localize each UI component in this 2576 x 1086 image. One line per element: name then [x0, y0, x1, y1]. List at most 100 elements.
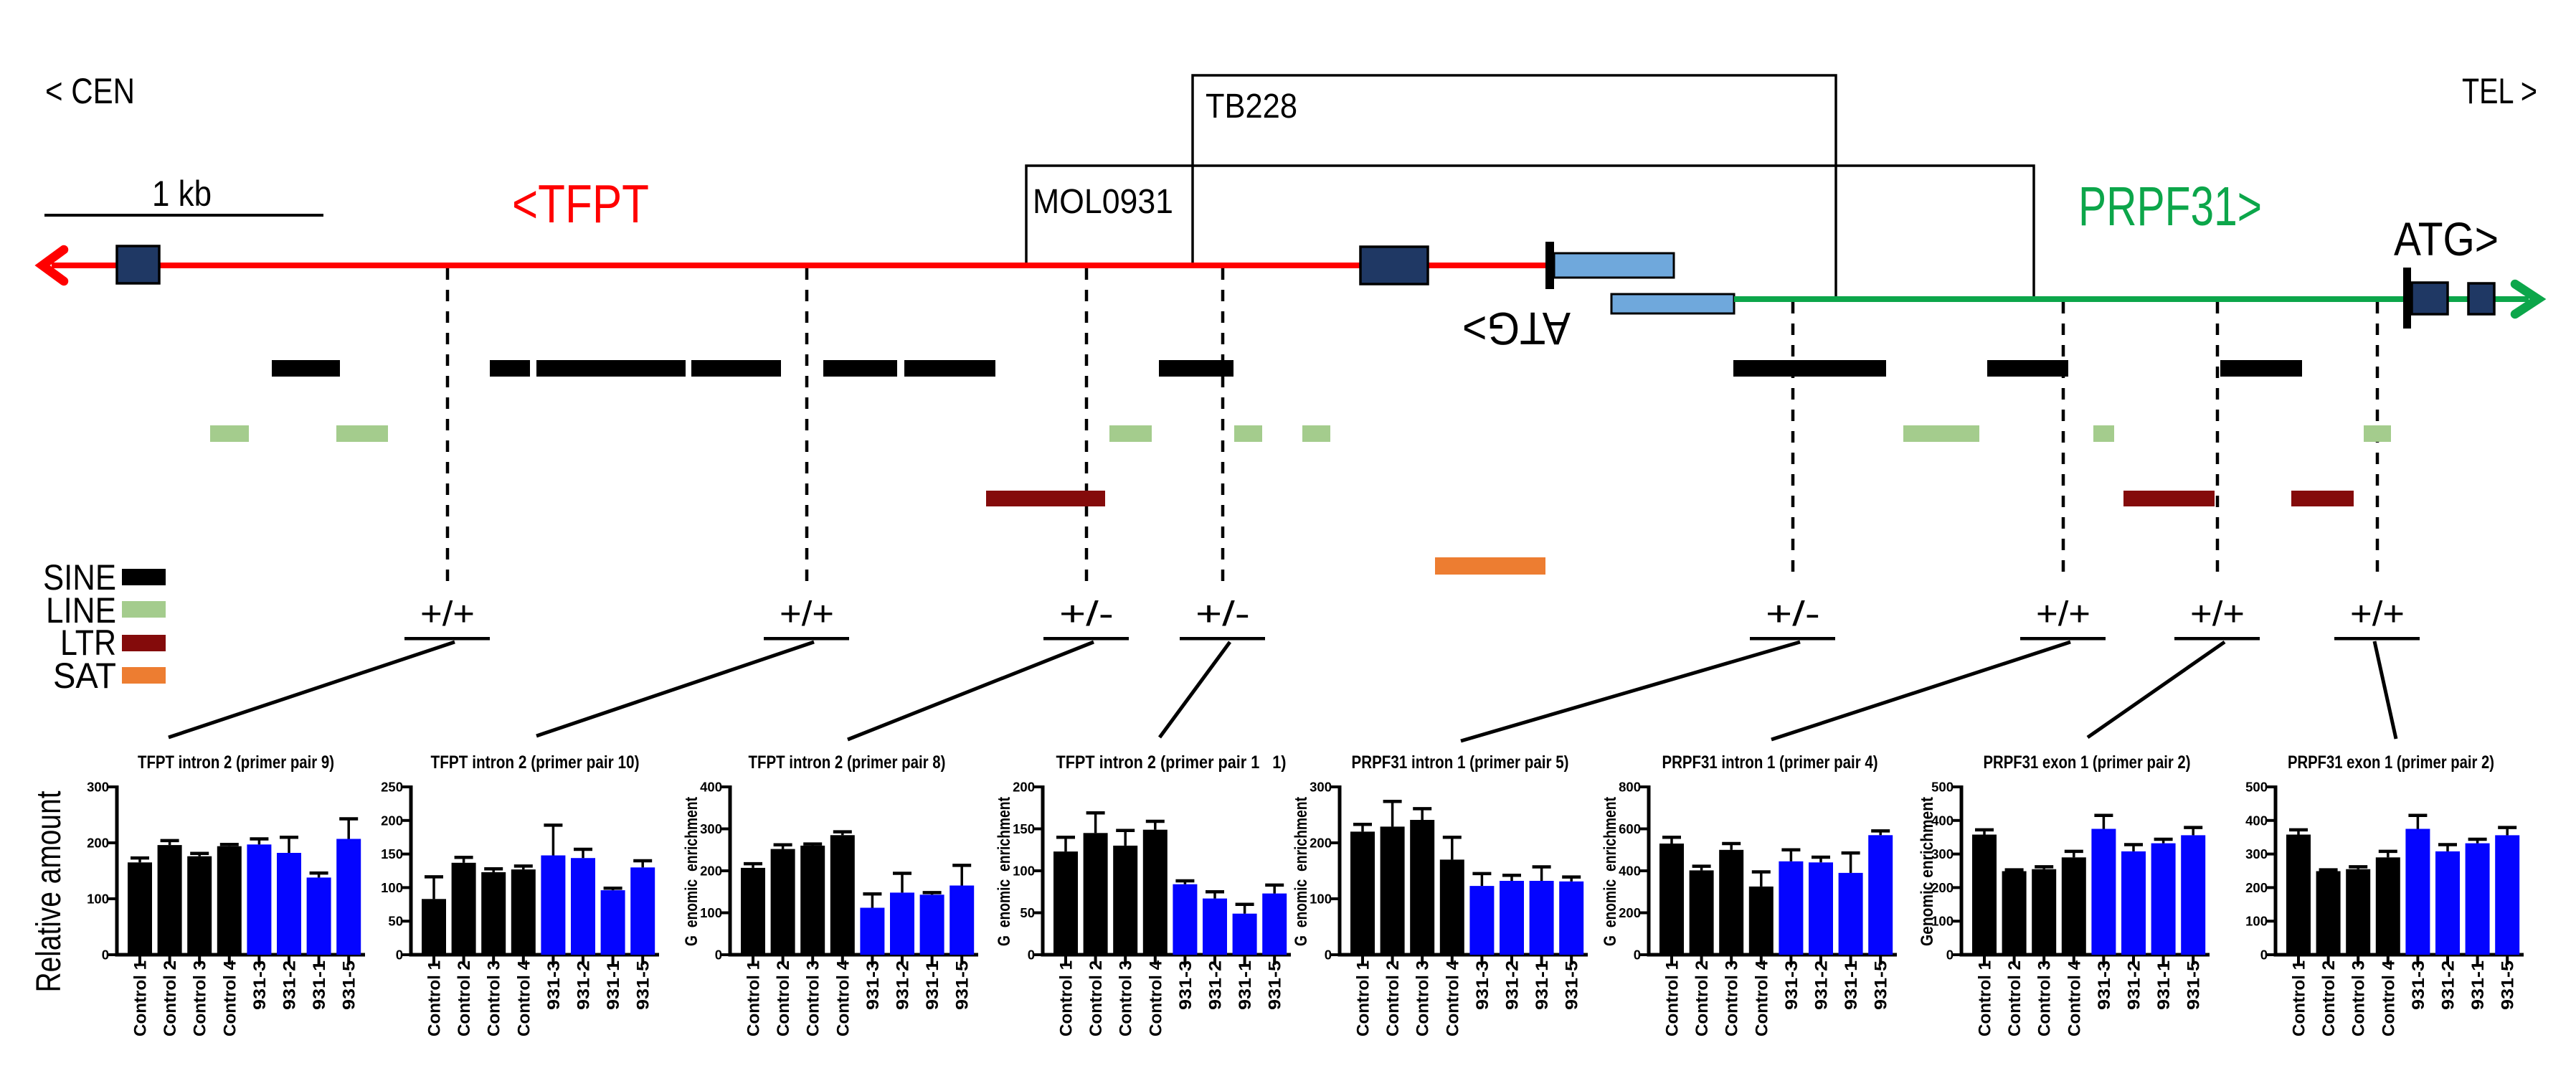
svg-text:0: 0	[715, 948, 722, 963]
svg-text:0: 0	[1325, 948, 1332, 963]
svg-text:0: 0	[396, 948, 403, 963]
svg-text:TFPT intron 2 (primer pair 10): TFPT intron 2 (primer pair 10)	[431, 752, 640, 773]
svg-text:Control 2: Control 2	[455, 960, 474, 1037]
svg-text:Control 3: Control 3	[1414, 960, 1433, 1037]
svg-text:+/+: +/+	[2190, 595, 2245, 633]
svg-text:931-2: 931-2	[1812, 960, 1832, 1010]
svg-text:200: 200	[1931, 880, 1954, 895]
svg-text:+/+: +/+	[420, 595, 475, 633]
svg-text:200: 200	[1619, 905, 1641, 920]
svg-text:Control 4: Control 4	[1443, 960, 1462, 1037]
svg-text:931-3: 931-3	[2095, 960, 2114, 1010]
svg-text:931-1: 931-1	[604, 960, 623, 1010]
svg-text:200: 200	[1310, 836, 1332, 851]
svg-text:Control 3: Control 3	[1117, 960, 1136, 1037]
svg-text:Control 3: Control 3	[2349, 960, 2369, 1037]
svg-text:+/-: +/-	[1195, 595, 1250, 633]
svg-text:Control 4: Control 4	[1752, 960, 1771, 1037]
svg-text:G enomic enrichment: G enomic enrichment	[1601, 797, 1620, 946]
svg-text:931-2: 931-2	[2125, 960, 2144, 1010]
svg-text:+/-: +/-	[1766, 595, 1820, 633]
svg-text:931-3: 931-3	[2409, 960, 2428, 1010]
svg-text:PRPF31 exon 1 (primer pair 2): PRPF31 exon 1 (primer pair 2)	[2288, 752, 2494, 773]
svg-text:1 kb: 1 kb	[152, 174, 212, 214]
svg-text:PRPF31 intron 1 (primer pair 4: PRPF31 intron 1 (primer pair 4)	[1662, 752, 1878, 773]
svg-text:500: 500	[1931, 780, 1954, 795]
svg-text:100: 100	[1013, 864, 1035, 879]
svg-text:931-1: 931-1	[1842, 960, 1861, 1010]
svg-text:0: 0	[2260, 948, 2268, 963]
svg-text:931-2: 931-2	[574, 960, 594, 1010]
svg-text:931-5: 931-5	[2499, 960, 2518, 1010]
svg-text:100: 100	[1310, 892, 1332, 907]
svg-text:ATG>: ATG>	[2394, 212, 2499, 265]
svg-text:931-2: 931-2	[1206, 960, 1226, 1010]
svg-text:100: 100	[381, 880, 403, 895]
svg-text:931-5: 931-5	[1563, 960, 1582, 1010]
svg-text:TEL >: TEL >	[2462, 71, 2537, 111]
svg-text:PRPF31 exon 1 (primer pair 2): PRPF31 exon 1 (primer pair 2)	[1984, 752, 2191, 773]
svg-text:< CEN: < CEN	[45, 71, 135, 111]
svg-text:0: 0	[102, 948, 109, 963]
svg-text:150: 150	[381, 846, 403, 861]
svg-text:931-1: 931-1	[2468, 960, 2488, 1010]
svg-text:TFPT intron 2 (primer pair 9): TFPT intron 2 (primer pair 9)	[138, 752, 334, 773]
svg-text:931-5: 931-5	[634, 960, 653, 1010]
svg-text:300: 300	[700, 821, 722, 836]
svg-text:300: 300	[1931, 846, 1954, 861]
svg-text:Relative amount: Relative amount	[30, 791, 68, 993]
svg-text:931-1: 931-1	[923, 960, 942, 1010]
svg-text:Control 1: Control 1	[2290, 960, 2309, 1037]
svg-text:931-5: 931-5	[953, 960, 972, 1010]
svg-text:Control 1: Control 1	[425, 960, 445, 1037]
svg-text:200: 200	[381, 813, 403, 828]
svg-text:931-3: 931-3	[250, 960, 270, 1010]
svg-text:G enomic enrichment: G enomic enrichment	[995, 797, 1014, 946]
svg-text:931-2: 931-2	[1503, 960, 1523, 1010]
svg-text:931-5: 931-5	[1872, 960, 1891, 1010]
svg-text:Genomic enrichment: Genomic enrichment	[1918, 797, 1937, 946]
svg-text:931-3: 931-3	[1176, 960, 1195, 1010]
svg-text:G enomic enrichment: G enomic enrichment	[1292, 797, 1311, 946]
svg-text:Control 2: Control 2	[1692, 960, 1712, 1037]
svg-text:0: 0	[1634, 948, 1641, 963]
svg-text:+/-: +/-	[1059, 595, 1114, 633]
svg-text:LINE: LINE	[46, 590, 116, 631]
svg-text:600: 600	[1619, 821, 1641, 836]
svg-text:Control 3: Control 3	[1723, 960, 1742, 1037]
svg-text:250: 250	[381, 780, 403, 795]
svg-text:Control 3: Control 3	[485, 960, 504, 1037]
svg-text:SAT: SAT	[53, 656, 116, 696]
svg-text:931-3: 931-3	[1473, 960, 1492, 1010]
svg-text:500: 500	[2245, 780, 2268, 795]
svg-text:100: 100	[1931, 914, 1954, 929]
svg-text:Control 1: Control 1	[131, 960, 151, 1037]
svg-text:<TFPT: <TFPT	[512, 174, 649, 234]
svg-text:931-3: 931-3	[863, 960, 883, 1010]
svg-text:100: 100	[700, 905, 722, 920]
svg-text:200: 200	[87, 836, 109, 851]
svg-text:931-1: 931-1	[1236, 960, 1255, 1010]
svg-text:50: 50	[388, 914, 403, 929]
svg-text:G enomic enrichment: G enomic enrichment	[682, 797, 701, 946]
svg-text:931-2: 931-2	[894, 960, 913, 1010]
svg-text:931-5: 931-5	[340, 960, 359, 1010]
svg-text:+/+: +/+	[2036, 595, 2090, 633]
svg-text:Control 4: Control 4	[2065, 960, 2084, 1037]
svg-text:ATG>: ATG>	[1462, 303, 1571, 354]
svg-text:200: 200	[700, 864, 722, 879]
svg-text:400: 400	[700, 780, 722, 795]
svg-text:931-1: 931-1	[310, 960, 329, 1010]
svg-text:400: 400	[1931, 813, 1954, 828]
svg-text:Control 4: Control 4	[833, 960, 853, 1037]
svg-text:PRPF31>: PRPF31>	[2078, 176, 2262, 237]
svg-text:TFPT intron 2 (primer pair 8): TFPT intron 2 (primer pair 8)	[749, 752, 946, 773]
svg-text:MOL0931: MOL0931	[1033, 183, 1173, 221]
svg-text:931-2: 931-2	[280, 960, 300, 1010]
svg-text:SINE: SINE	[43, 557, 116, 598]
svg-text:931-2: 931-2	[2439, 960, 2458, 1010]
svg-text:Control 1: Control 1	[744, 960, 764, 1037]
svg-text:200: 200	[2245, 880, 2268, 895]
svg-text:+/+: +/+	[780, 595, 834, 633]
svg-text:+/+: +/+	[2350, 595, 2405, 633]
